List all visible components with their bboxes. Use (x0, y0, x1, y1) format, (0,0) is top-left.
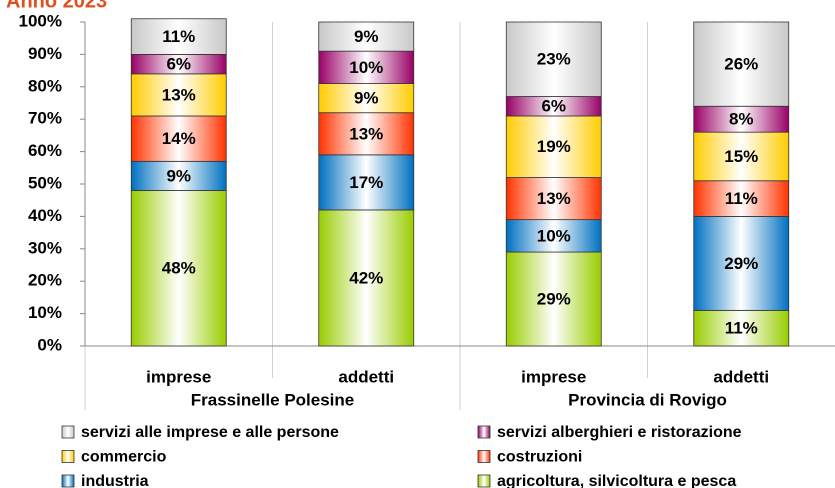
legend-swatch (61, 425, 75, 439)
data-label: 48% (162, 259, 196, 278)
bar-segment (318, 112, 415, 156)
group-label: Provincia di Rovigo (568, 390, 727, 409)
bar-segment (693, 180, 790, 217)
x-tick-label: imprese (521, 367, 586, 386)
bar-segment (693, 309, 790, 347)
bar-segment (693, 215, 790, 311)
data-label: 10% (537, 226, 571, 245)
data-label: 10% (349, 58, 383, 77)
group-label: Frassinelle Polesine (191, 390, 354, 409)
y-tick-label: 0% (37, 335, 62, 354)
y-tick-label: 80% (28, 76, 62, 95)
data-label: 13% (162, 85, 196, 104)
data-label: 13% (349, 124, 383, 143)
data-label: 11% (725, 189, 758, 208)
bar-segment (318, 154, 415, 211)
bar-segment (130, 18, 227, 55)
data-label: 23% (537, 50, 571, 69)
legend-swatch (61, 450, 75, 463)
bar-segment (130, 190, 227, 347)
bar-segment (505, 21, 602, 97)
data-label: 9% (166, 166, 191, 185)
data-label: 8% (729, 110, 754, 129)
bar-segment (318, 83, 415, 114)
data-label: 17% (349, 173, 383, 192)
y-tick-label: 30% (28, 238, 62, 257)
bar-segment (505, 115, 602, 178)
bar-segment (505, 219, 602, 253)
x-tick-label: addetti (338, 367, 394, 386)
y-tick-label: 60% (28, 141, 62, 160)
bar-segment (505, 251, 602, 347)
x-tick-label: imprese (146, 367, 211, 386)
data-label: 11% (725, 319, 758, 338)
data-label: 14% (162, 129, 196, 148)
bar-segment (505, 177, 602, 221)
bar-segment (693, 21, 790, 107)
bar-segment (130, 73, 227, 117)
legend-label: servizi alberghieri e ristorazione (497, 424, 742, 441)
bar-segment (130, 160, 227, 191)
y-tick-label: 70% (28, 109, 62, 128)
y-tick-label: 90% (28, 44, 62, 63)
y-tick-label: 10% (28, 303, 62, 322)
legend-swatch (477, 450, 491, 463)
data-label: 15% (724, 147, 758, 166)
data-label: 13% (537, 189, 571, 208)
data-label: 19% (537, 137, 571, 156)
y-tick-label: 100% (19, 11, 62, 30)
data-label: 6% (166, 55, 191, 74)
data-label: 6% (541, 97, 566, 116)
bar-segment (318, 209, 415, 347)
y-tick-label: 20% (28, 271, 62, 290)
x-tick-label: addetti (713, 367, 769, 386)
chart-title: Anno 2023 (6, 0, 107, 12)
legend-swatch (477, 425, 491, 439)
bar-segment (318, 21, 415, 52)
y-tick-label: 50% (28, 173, 62, 192)
data-label: 26% (724, 55, 758, 74)
data-label: 29% (537, 290, 571, 309)
data-label: 11% (162, 27, 195, 46)
legend-label: industria (81, 473, 149, 488)
legend-swatch (477, 474, 491, 488)
legend-label: commercio (81, 449, 167, 466)
legend-label: costruzioni (497, 449, 582, 466)
data-label: 29% (724, 254, 758, 273)
bar-segment (130, 115, 227, 162)
data-label: 42% (349, 268, 383, 287)
legend-label: servizi alle imprese e alle persone (81, 424, 339, 441)
data-label: 9% (354, 27, 379, 46)
legend-swatch (61, 474, 75, 488)
data-label: 9% (354, 89, 379, 108)
bar-segment (693, 131, 790, 182)
legend-label: agricoltura, silvicoltura e pesca (497, 473, 736, 488)
bar-segment (318, 50, 415, 84)
y-tick-label: 40% (28, 206, 62, 225)
